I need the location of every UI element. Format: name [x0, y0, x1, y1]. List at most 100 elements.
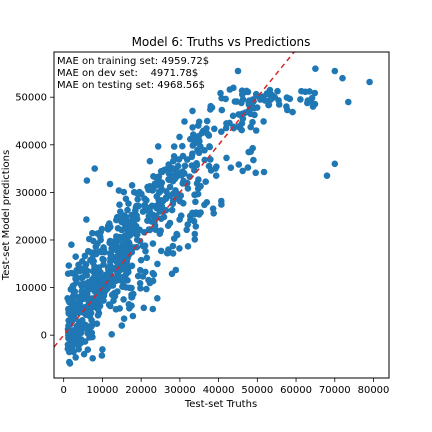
data-point — [229, 112, 237, 120]
data-point — [137, 285, 144, 292]
data-point — [97, 228, 104, 236]
data-point — [140, 304, 148, 312]
data-point — [189, 209, 196, 217]
data-point — [211, 125, 218, 133]
data-point — [223, 154, 230, 162]
data-point — [99, 346, 106, 353]
data-point — [80, 350, 88, 358]
data-point — [203, 125, 210, 132]
data-point — [184, 185, 192, 192]
data-point — [84, 288, 91, 295]
data-point — [69, 285, 77, 293]
data-point — [149, 305, 157, 313]
data-point — [134, 196, 141, 203]
data-point — [176, 245, 183, 252]
data-point — [65, 309, 72, 316]
data-point — [168, 206, 176, 214]
data-point — [89, 355, 96, 362]
data-point — [345, 98, 352, 106]
data-point — [108, 279, 116, 286]
data-point — [331, 67, 339, 75]
data-point — [239, 167, 246, 175]
data-point — [122, 257, 129, 265]
data-point — [81, 252, 89, 260]
data-point — [170, 157, 177, 165]
data-point — [153, 193, 160, 200]
data-point — [231, 98, 239, 105]
y-axis: 0 10000 20000 30000 40000 50000 — [15, 93, 54, 342]
y-tick-label: 50000 — [15, 93, 47, 104]
data-point — [195, 176, 202, 183]
data-point — [204, 130, 212, 138]
x-tick-label: 70000 — [319, 385, 351, 396]
data-point — [86, 313, 94, 320]
data-point — [144, 183, 151, 191]
data-point — [96, 293, 103, 301]
data-point — [169, 242, 177, 250]
data-point — [126, 232, 134, 239]
data-point — [84, 330, 92, 337]
data-point — [150, 271, 158, 278]
data-point — [105, 225, 112, 232]
data-point — [120, 296, 127, 303]
data-point — [236, 124, 244, 131]
data-point — [137, 266, 144, 274]
data-point — [158, 203, 166, 210]
data-point — [227, 164, 235, 171]
data-point — [275, 101, 283, 108]
data-point — [120, 234, 128, 242]
data-point — [71, 305, 78, 312]
data-point — [222, 95, 229, 103]
data-point — [152, 212, 160, 220]
data-point — [166, 183, 174, 191]
data-point — [250, 156, 257, 164]
data-point — [177, 212, 185, 219]
data-point — [191, 230, 199, 238]
data-point — [77, 329, 85, 337]
data-point — [172, 266, 180, 274]
data-point — [201, 147, 208, 154]
data-point — [87, 256, 94, 264]
data-point — [195, 118, 203, 126]
data-point — [123, 245, 130, 253]
data-point — [66, 360, 74, 367]
data-point — [94, 268, 101, 275]
data-point — [128, 222, 135, 229]
data-point — [191, 236, 199, 243]
data-point — [247, 148, 254, 155]
data-point — [252, 169, 259, 177]
data-point — [100, 244, 107, 251]
data-point — [170, 143, 178, 150]
data-point — [248, 103, 255, 110]
data-point — [91, 263, 98, 271]
data-point — [137, 256, 145, 264]
data-point — [116, 201, 123, 208]
data-point — [192, 198, 199, 206]
data-point — [77, 293, 84, 301]
data-point — [239, 110, 246, 118]
data-point — [108, 246, 116, 253]
data-point — [188, 153, 196, 161]
data-point — [235, 161, 243, 168]
x-tick-label: 60000 — [280, 385, 312, 396]
data-point — [90, 237, 97, 245]
data-point — [217, 89, 224, 97]
data-point — [104, 264, 112, 272]
y-axis-label: Test-set Model predictions — [1, 150, 12, 281]
data-point — [94, 306, 102, 313]
data-point — [79, 265, 86, 273]
data-point — [159, 197, 167, 205]
data-point — [252, 90, 260, 98]
data-point — [113, 233, 120, 240]
data-point — [128, 182, 136, 189]
data-point — [252, 127, 260, 134]
data-point — [157, 168, 165, 175]
y-tick-label: 40000 — [15, 140, 47, 151]
data-point — [218, 106, 226, 114]
data-point — [166, 219, 174, 227]
data-point — [133, 212, 140, 219]
chart-title: Model 6: Truths vs Predictions — [132, 35, 311, 49]
data-point — [106, 258, 114, 266]
